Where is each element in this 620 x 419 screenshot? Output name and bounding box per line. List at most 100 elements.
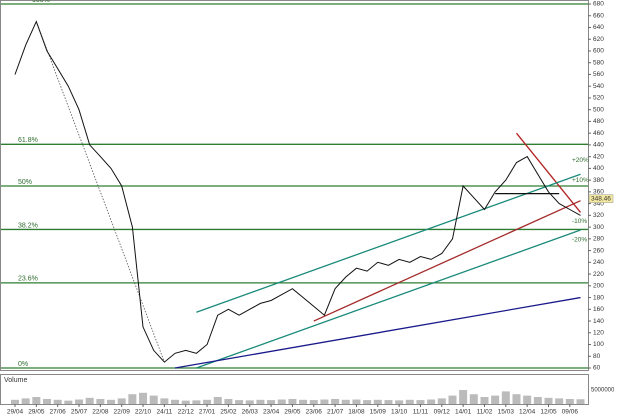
x-tick-label: 25/07	[71, 409, 88, 416]
y-tick-label: 520	[593, 95, 604, 102]
x-tick-label: 29/05	[284, 409, 301, 416]
y-tick-label: 380	[593, 177, 604, 184]
volume-bar	[139, 392, 148, 404]
price-line	[14, 20, 581, 363]
y-tick-label: 660	[593, 12, 604, 19]
trendline	[196, 173, 581, 313]
y-tick-label: 420	[593, 153, 604, 160]
x-tick-label: 09/06	[562, 409, 579, 416]
volume-bar	[533, 397, 542, 404]
fib-label: 100%	[32, 0, 50, 4]
x-tick-label: 22/08	[92, 409, 109, 416]
y-tick-label: 280	[593, 236, 604, 243]
annotation: +10%	[572, 177, 589, 184]
x-tick-label: 25/02	[220, 409, 237, 416]
y-tick-label: 680	[593, 1, 604, 8]
last-value-box	[588, 194, 614, 203]
volume-bar	[523, 395, 532, 404]
volume-bar	[224, 398, 233, 404]
volume-bar	[21, 398, 30, 404]
volume-bar	[299, 399, 308, 404]
volume-bar	[512, 394, 521, 404]
x-tick-label: 09/12	[434, 409, 451, 416]
volume-bar	[288, 398, 297, 404]
volume-bar	[267, 400, 276, 404]
volume-bar	[373, 399, 382, 404]
y-tick-label: 140	[593, 318, 604, 325]
y-tick-label: 220	[593, 271, 604, 278]
volume-bar	[544, 397, 553, 404]
y-tick-label: 320	[593, 212, 604, 219]
volume-bar	[171, 399, 180, 404]
volume-bar	[53, 399, 62, 404]
volume-bar	[469, 394, 478, 404]
annotation: -20%	[572, 237, 587, 244]
volume-bar	[213, 397, 222, 404]
volume-bar	[405, 399, 414, 404]
volume-bar	[181, 400, 190, 404]
volume-bar	[320, 399, 329, 404]
x-tick-label: 21/07	[327, 409, 344, 416]
y-tick-label: 100	[593, 341, 604, 348]
volume-bar	[32, 397, 41, 404]
volume-label: Volume	[4, 377, 27, 384]
y-tick-label: 300	[593, 224, 604, 231]
y-tick-label: 260	[593, 247, 604, 254]
volume-bar	[235, 400, 244, 404]
volume-bar	[555, 398, 564, 404]
volume-bar	[395, 400, 404, 404]
volume-bar	[117, 398, 126, 404]
volume-bar	[448, 395, 457, 404]
y-tick-label: 240	[593, 259, 604, 266]
y-tick-label: 540	[593, 83, 604, 90]
volume-bar	[43, 398, 52, 404]
volume-bar	[501, 391, 510, 404]
volume-bar	[459, 390, 468, 404]
trendline	[174, 296, 581, 369]
x-tick-label: 12/04	[519, 409, 536, 416]
fib-label: 50%	[18, 179, 32, 186]
volume-bar	[437, 398, 446, 404]
volume-bar	[203, 399, 212, 404]
volume-bar	[256, 399, 265, 404]
y-tick-label: 360	[593, 189, 604, 196]
y-tick-label: 460	[593, 130, 604, 137]
y-tick-label: 80	[593, 353, 601, 360]
volume-bar	[576, 399, 585, 404]
x-tick-label: 15/09	[370, 409, 387, 416]
x-tick-label: 24/11	[156, 409, 172, 416]
y-tick-label: 620	[593, 36, 604, 43]
x-tick-label: 23/06	[306, 409, 323, 416]
volume-bar	[75, 399, 84, 404]
volume-bar	[128, 394, 137, 404]
x-tick-label: 11/02	[477, 409, 493, 416]
volume-bar	[245, 400, 254, 404]
fib-label: 23.6%	[18, 276, 38, 283]
volume-bar	[192, 400, 201, 404]
volume-bar	[149, 395, 158, 404]
x-tick-label: 23/04	[263, 409, 280, 416]
y-tick-label: 480	[593, 118, 604, 125]
y-tick-label: 500	[593, 106, 604, 113]
volume-bar	[277, 399, 286, 404]
trendline	[515, 132, 582, 213]
x-tick-label: 13/10	[391, 409, 408, 416]
volume-bar	[352, 399, 361, 404]
y-tick-label: 120	[593, 329, 604, 336]
y-tick-label: 400	[593, 165, 604, 172]
y-tick-label: 180	[593, 294, 604, 301]
x-tick-label: 29/05	[28, 409, 45, 416]
volume-bar	[416, 400, 425, 404]
y-tick-label: 200	[593, 283, 604, 290]
volume-bar	[565, 398, 574, 404]
y-tick-label: 60	[593, 365, 601, 372]
y-tick-label: 640	[593, 24, 604, 31]
volume-bar	[384, 400, 393, 404]
volume-bar	[331, 398, 340, 404]
volume-frame	[0, 374, 589, 405]
x-tick-label: 26/03	[242, 409, 259, 416]
x-tick-label: 18/08	[348, 409, 365, 416]
volume-bar	[309, 400, 318, 404]
volume-bar	[64, 400, 73, 404]
